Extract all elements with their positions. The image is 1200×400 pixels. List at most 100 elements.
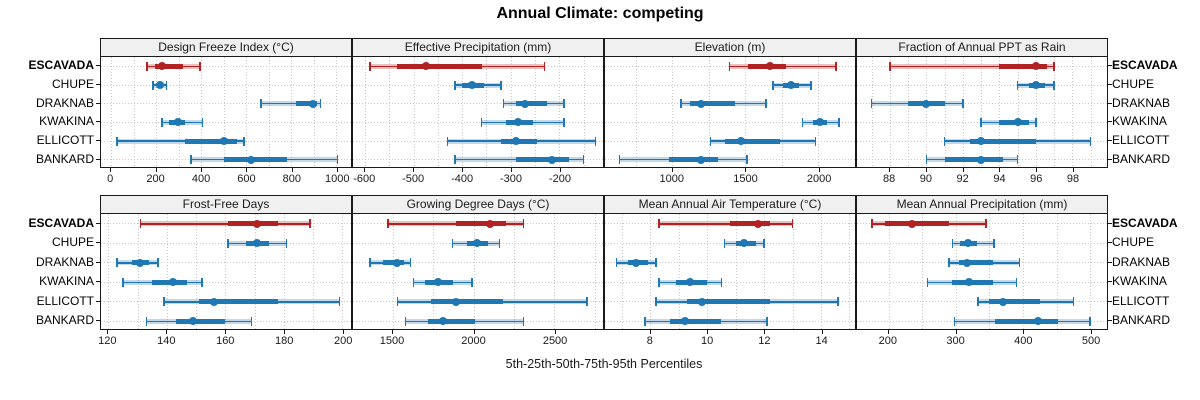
grid-line-vertical bbox=[926, 57, 928, 167]
x-axis-tick bbox=[225, 330, 227, 334]
whisker-cap bbox=[243, 136, 245, 146]
grid-line-horizontal bbox=[101, 121, 351, 123]
median-dot bbox=[472, 239, 481, 248]
x-axis-tick bbox=[821, 330, 823, 334]
interval-25-75 bbox=[295, 101, 318, 107]
median-dot bbox=[246, 155, 255, 164]
x-axis-tick bbox=[155, 168, 157, 172]
median-dot bbox=[173, 118, 182, 127]
x-axis-tick bbox=[555, 330, 557, 334]
row-label-left: ELLICOTT bbox=[36, 293, 94, 308]
grid-line-vertical bbox=[313, 57, 315, 167]
x-axis-tick bbox=[649, 330, 651, 334]
median-dot bbox=[514, 118, 523, 127]
whisker-cap bbox=[145, 316, 148, 326]
grid-line-vertical bbox=[622, 214, 624, 329]
whisker-cap bbox=[199, 61, 201, 71]
x-axis-tick bbox=[764, 330, 766, 334]
median-dot bbox=[421, 62, 430, 71]
median-dot bbox=[155, 81, 164, 89]
whisker-cap bbox=[1018, 258, 1021, 268]
right-axis-tick bbox=[1108, 65, 1112, 67]
median-dot bbox=[433, 278, 442, 287]
row-label-right: DRAKNAB bbox=[1112, 95, 1171, 110]
grid-line-vertical bbox=[820, 214, 822, 329]
median-dot bbox=[740, 239, 749, 248]
left-axis-tick bbox=[96, 261, 100, 263]
panel-header: Effective Precipitation (mm) bbox=[352, 38, 604, 57]
x-axis-tick bbox=[107, 330, 109, 334]
right-axis-tick bbox=[1108, 320, 1112, 322]
right-axis-tick bbox=[1108, 140, 1112, 141]
row-label-right: BANKARD bbox=[1112, 313, 1171, 328]
x-axis-tick-label: -400 bbox=[451, 173, 474, 185]
x-axis-tick bbox=[819, 168, 821, 172]
interval-25-75 bbox=[428, 318, 476, 324]
whisker-cap bbox=[772, 80, 774, 90]
x-axis-tick-label: 92 bbox=[956, 173, 969, 185]
interval-band-5-95 bbox=[658, 221, 793, 227]
whisker-cap bbox=[163, 297, 165, 307]
x-axis-tick bbox=[962, 168, 964, 172]
whisker-cap bbox=[500, 80, 502, 90]
grid-line-horizontal bbox=[353, 262, 603, 264]
grid-line-vertical bbox=[735, 214, 737, 329]
whisker-cap bbox=[260, 99, 262, 109]
panel-plot-area bbox=[604, 56, 856, 168]
whisker-cap bbox=[658, 219, 660, 229]
interval-5-95 bbox=[387, 223, 524, 225]
grid-line-vertical bbox=[433, 214, 435, 329]
median-dot bbox=[908, 219, 917, 228]
whisker-cap bbox=[409, 258, 412, 268]
interval-25-75 bbox=[198, 299, 278, 305]
grid-line-horizontal bbox=[101, 103, 351, 105]
x-axis-tick-label: 160 bbox=[216, 335, 235, 347]
interval-band-5-95 bbox=[140, 221, 311, 227]
panel-title-label: Elevation (m) bbox=[694, 40, 766, 54]
grid-line-vertical bbox=[559, 57, 561, 167]
panel-title-label: Effective Precipitation (mm) bbox=[404, 40, 552, 54]
median-dot bbox=[253, 219, 262, 228]
grid-line-vertical bbox=[178, 57, 180, 167]
whisker-cap bbox=[1053, 80, 1055, 90]
whisker-cap bbox=[763, 238, 765, 248]
whisker-cap bbox=[227, 238, 229, 248]
right-axis-tick bbox=[1108, 242, 1112, 244]
median-dot bbox=[697, 99, 706, 108]
grid-line-vertical bbox=[156, 57, 158, 167]
whisker-cap bbox=[728, 61, 731, 71]
x-axis-tick-label: 14 bbox=[815, 335, 828, 347]
x-axis-tick bbox=[391, 330, 393, 334]
x-axis-tick-label: 2500 bbox=[542, 335, 568, 347]
whisker-cap bbox=[658, 277, 660, 287]
panel-plot-area bbox=[352, 213, 604, 330]
grid-line-vertical bbox=[111, 57, 113, 167]
row-label-left: KWAKINA bbox=[39, 114, 94, 129]
median-dot bbox=[168, 278, 177, 287]
x-axis-tick bbox=[889, 168, 891, 172]
whisker-cap bbox=[387, 219, 389, 229]
x-axis-tick bbox=[246, 168, 248, 172]
row-label-right: ELLICOTT bbox=[1112, 133, 1170, 147]
interval-25-75 bbox=[155, 63, 184, 69]
median-dot bbox=[136, 258, 145, 267]
grid-line-vertical bbox=[336, 57, 338, 167]
interval-band-5-95 bbox=[889, 63, 1055, 69]
row-label-right: KWAKINA bbox=[1112, 274, 1167, 289]
whisker-cap bbox=[962, 99, 964, 109]
grid-line-vertical bbox=[981, 57, 983, 167]
left-axis-tick bbox=[96, 320, 100, 322]
whisker-cap bbox=[1089, 316, 1091, 326]
x-axis-tick bbox=[1036, 168, 1038, 172]
median-dot bbox=[438, 317, 447, 326]
x-axis-tick bbox=[473, 330, 475, 334]
whisker-cap bbox=[837, 297, 839, 307]
row-label-left: ESCAVADA bbox=[28, 215, 94, 230]
right-axis-tick bbox=[1108, 222, 1112, 224]
median-dot bbox=[998, 297, 1007, 306]
grid-line-vertical bbox=[342, 214, 344, 329]
x-axis-tick bbox=[110, 168, 112, 172]
grid-line-vertical bbox=[672, 57, 674, 167]
right-axis-tick bbox=[1108, 261, 1112, 263]
whisker-cap bbox=[250, 316, 253, 326]
